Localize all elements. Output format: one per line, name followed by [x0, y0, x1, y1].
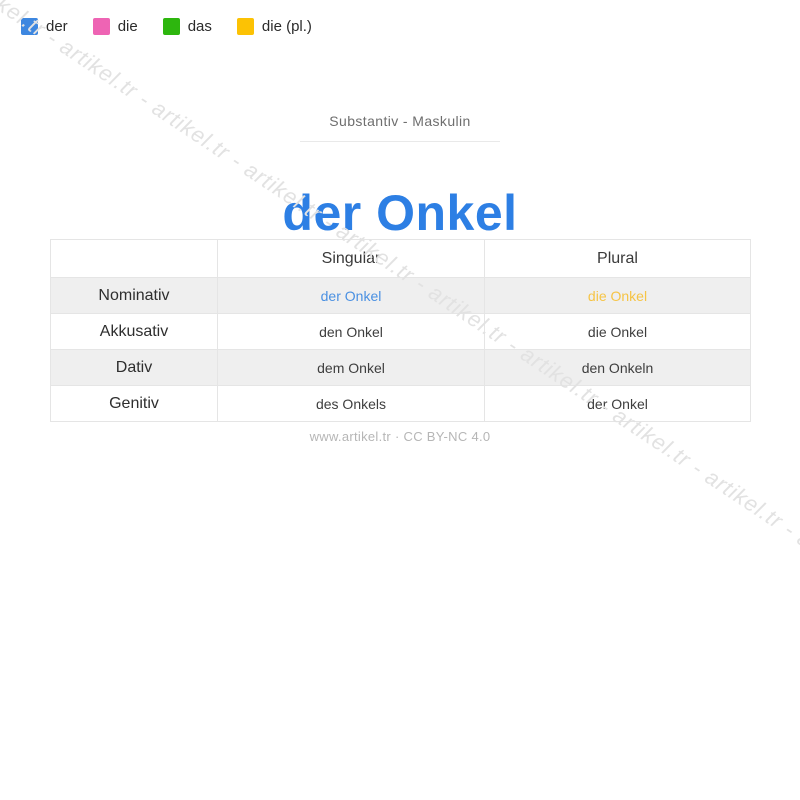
die-plural-color-swatch [236, 18, 254, 35]
der-color-swatch [21, 18, 38, 35]
table-row-genitiv: Genitiv des Onkels der Onkel [50, 385, 751, 422]
genitiv-plural-value: der Onkel [484, 385, 751, 422]
legend-item-die-plural: die (pl.) [236, 18, 312, 35]
die-color-swatch [92, 18, 110, 35]
header-cell-empty [50, 239, 218, 278]
site-credit-footer: www.artikel.tr · CC BY-NC 4.0 [309, 429, 491, 444]
table-header-row: Singular Plural [50, 239, 751, 278]
case-label-dativ: Dativ [50, 349, 218, 386]
case-label-nominativ: Nominativ [50, 277, 218, 314]
table-row-akkusativ: Akkusativ den Onkel die Onkel [50, 313, 751, 350]
article-color-legend: der die das die (pl.) [21, 18, 312, 35]
nominativ-singular-value: der Onkel [217, 277, 485, 314]
dativ-singular-value: dem Onkel [217, 349, 485, 386]
table-row-dativ: Dativ dem Onkel den Onkeln [50, 349, 751, 386]
dativ-plural-value: den Onkeln [484, 349, 751, 386]
legend-item-die: die [92, 18, 138, 35]
header-cell-plural: Plural [484, 239, 751, 278]
case-label-genitiv: Genitiv [50, 385, 218, 422]
page-title: der Onkel [282, 184, 518, 241]
akkusativ-plural-value: die Onkel [484, 313, 751, 350]
genitiv-singular-value: des Onkels [217, 385, 485, 422]
table-row-nominativ: Nominativ der Onkel die Onkel [50, 277, 751, 314]
akkusativ-singular-value: den Onkel [217, 313, 485, 350]
legend-item-das: das [162, 18, 212, 35]
nominativ-plural-value: die Onkel [484, 277, 751, 314]
header-cell-singular: Singular [217, 239, 485, 278]
word-type-divider: Substantiv - Maskulin [300, 113, 500, 142]
legend-label-die-plural: die (pl.) [261, 18, 312, 35]
word-type-subtitle: Substantiv - Maskulin [329, 113, 471, 129]
legend-item-der: der [21, 18, 68, 35]
legend-label-der: der [46, 18, 68, 35]
legend-label-die: die [117, 18, 138, 35]
case-label-akkusativ: Akkusativ [50, 313, 218, 350]
declension-table: Singular Plural Nominativ der Onkel die … [50, 239, 751, 422]
legend-label-das: das [187, 18, 212, 35]
das-color-swatch [162, 18, 180, 35]
